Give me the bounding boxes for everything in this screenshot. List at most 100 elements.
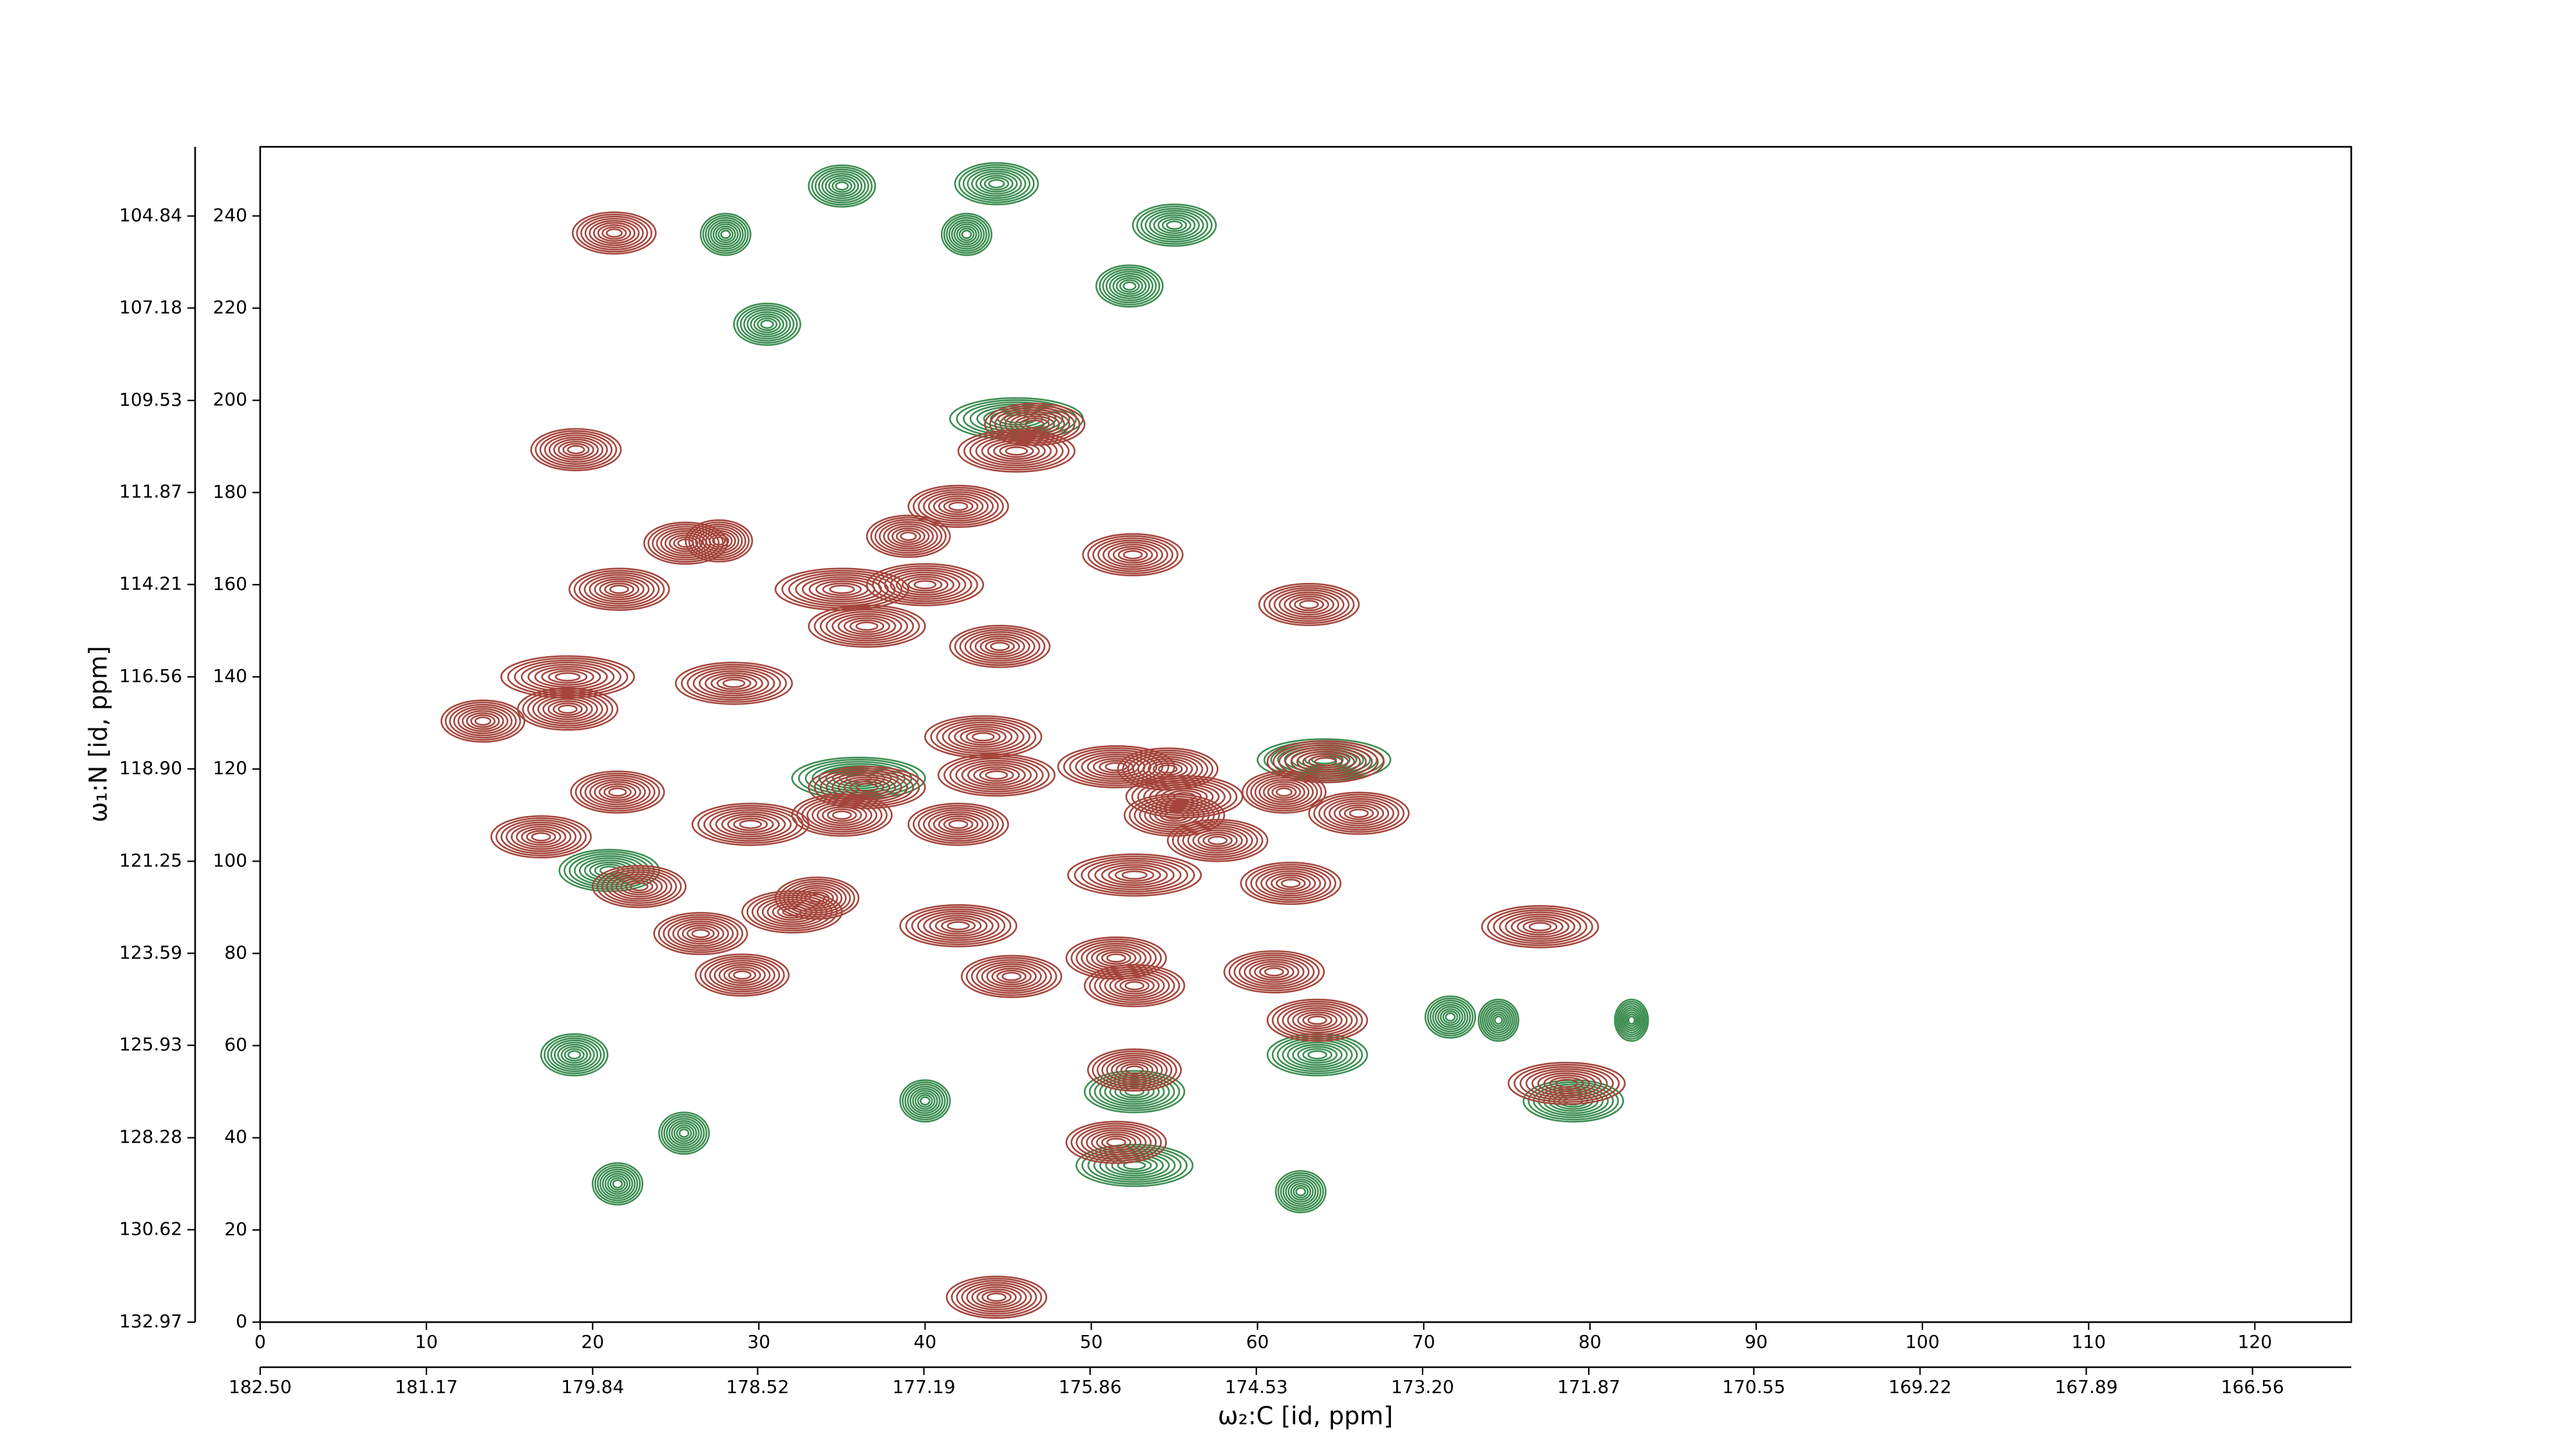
contour-level [574, 772, 661, 812]
peak [808, 164, 876, 208]
contour-level [828, 177, 856, 195]
contour-level [530, 428, 622, 471]
contour-level [1295, 1187, 1307, 1197]
peak [1481, 905, 1600, 949]
contour-level [891, 527, 925, 545]
contour-level [1439, 1008, 1461, 1026]
y2-tick-label: 128.28 [119, 1126, 182, 1148]
contour-level [887, 525, 930, 547]
contour-level [542, 698, 593, 721]
contour-level [564, 851, 655, 890]
contour-level [710, 674, 757, 692]
contour-level [707, 219, 744, 250]
contour-level [967, 168, 1027, 199]
contour-level [989, 404, 1081, 444]
contour-level [592, 222, 636, 244]
contour-level [938, 497, 979, 515]
contour-level [1549, 1076, 1584, 1090]
contour-level [1531, 1070, 1602, 1097]
contour-level [547, 670, 588, 684]
contour-level [1144, 210, 1204, 241]
contour-level [955, 759, 1038, 791]
contour-level [981, 963, 1042, 990]
contour-level [949, 625, 1051, 668]
contour-level [1297, 1011, 1338, 1029]
peak [1083, 964, 1186, 1008]
contour-level [526, 829, 556, 844]
contour-level [1349, 808, 1369, 819]
contour-level [591, 865, 687, 909]
contour-level [1137, 779, 1232, 815]
contour-level [824, 175, 859, 197]
contour-level [947, 921, 970, 931]
contour-level [1025, 419, 1045, 430]
contour-level [958, 227, 975, 242]
x2-tick-label: 174.53 [1225, 1376, 1288, 1397]
peak [1266, 998, 1368, 1042]
contour-level [808, 164, 876, 208]
peak [949, 625, 1051, 668]
y2-tick-label: 118.90 [119, 757, 182, 779]
peak [571, 211, 657, 255]
contour-level [1104, 972, 1165, 999]
contour-level [808, 893, 826, 903]
contour-level [1263, 585, 1355, 624]
contour-level [1093, 1150, 1176, 1181]
contour-level [1004, 411, 1065, 438]
contour-level [1308, 791, 1410, 835]
peak [1087, 1048, 1182, 1092]
peak [1274, 1170, 1327, 1213]
contour-level [589, 779, 646, 806]
contour-level [788, 572, 896, 607]
contour-level [953, 223, 980, 246]
contour-level [849, 619, 885, 633]
contour-level [1149, 212, 1200, 239]
contour-level [1265, 872, 1316, 895]
contour-level [685, 519, 753, 563]
contour-level [1282, 1176, 1319, 1208]
contour-level [975, 173, 1018, 195]
contour-level [781, 569, 903, 609]
contour-level [594, 1164, 641, 1204]
contour-level [1122, 550, 1143, 560]
y2-tick-label: 125.93 [119, 1034, 182, 1055]
contour-level [474, 716, 491, 726]
contour-level [708, 534, 730, 548]
contour-level [804, 891, 830, 905]
x-axis-title: ω₂:C [id, ppm] [1218, 1402, 1393, 1430]
peak [960, 954, 1063, 998]
peak [490, 815, 592, 858]
contour-level [866, 563, 985, 607]
contour-level [576, 213, 653, 253]
y2-tick-label: 132.97 [119, 1311, 182, 1332]
contour-level [954, 162, 1039, 205]
contour-level [1429, 999, 1472, 1035]
peak [699, 213, 752, 256]
contour-level [1537, 1072, 1596, 1095]
peak [899, 1079, 951, 1122]
y-tick-label: 80 [224, 942, 247, 963]
contour-level [991, 967, 1032, 985]
contour-level [808, 604, 926, 648]
contour-level [1280, 1174, 1321, 1209]
x-tick-label: 90 [1745, 1331, 1768, 1352]
peak [540, 1033, 609, 1077]
contour-level [1108, 866, 1161, 884]
contour-level [701, 529, 736, 552]
contour-level [958, 164, 1035, 204]
contour-level [652, 526, 720, 561]
contour-level [941, 919, 976, 933]
contour-level [907, 578, 943, 592]
contour-level [815, 168, 869, 204]
contour-level [547, 700, 588, 718]
y-tick-label: 100 [213, 849, 247, 871]
contour-level [723, 966, 761, 984]
contour-level [444, 701, 522, 741]
contour-level [500, 819, 582, 855]
contour-level [974, 635, 1025, 658]
contour-level [553, 702, 583, 716]
contour-level [672, 920, 730, 947]
contour-level [1484, 1005, 1513, 1036]
y2-tick-label: 109.53 [119, 389, 182, 410]
